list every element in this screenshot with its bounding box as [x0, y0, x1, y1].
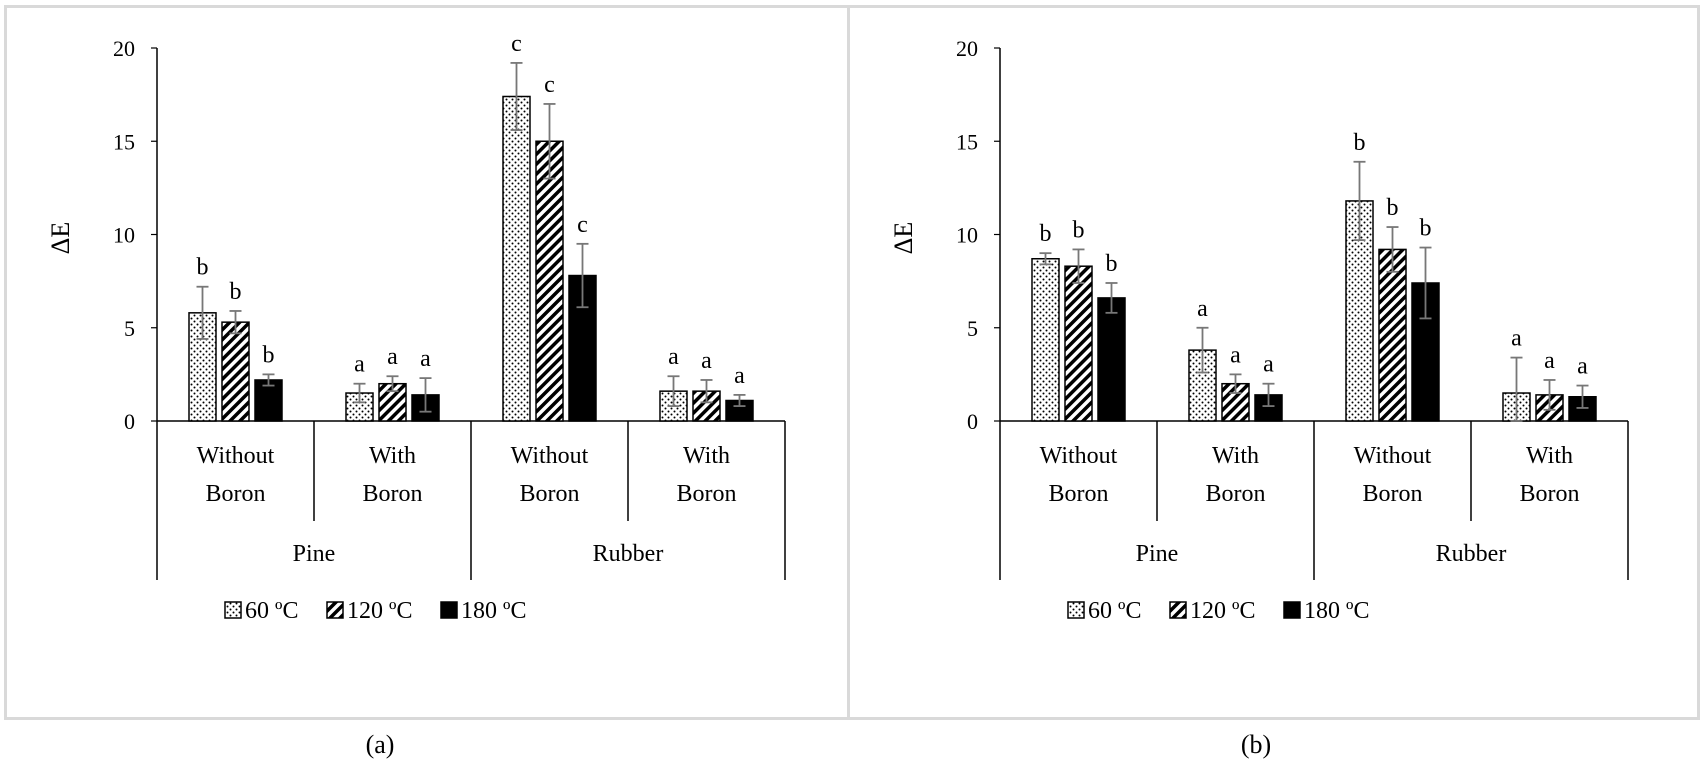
significance-label: c: [511, 31, 522, 57]
chart-b: 0 5 10 15 20 ΔE Without Boron With Boron Pine Witho…: [889, 36, 1629, 624]
legend-swatch: [1169, 601, 1187, 619]
x-category-label: With: [1212, 443, 1259, 469]
bar: [1097, 297, 1126, 422]
significance-label: a: [1197, 296, 1208, 322]
significance-label: a: [1511, 326, 1522, 352]
bar: [254, 379, 283, 422]
bar: [502, 95, 531, 422]
legend-label: 180 ºC: [1304, 598, 1369, 624]
x-category-label: Without: [511, 443, 589, 469]
legend-swatch: [440, 601, 458, 619]
significance-label: a: [701, 348, 712, 374]
y-tick-label: 5: [124, 316, 135, 341]
significance-label: a: [420, 346, 431, 372]
bar: [1378, 248, 1407, 422]
significance-label: a: [1263, 352, 1274, 378]
significance-label: c: [577, 212, 588, 238]
significance-label: b: [1040, 221, 1052, 247]
significance-label: b: [1073, 217, 1085, 243]
significance-label: b: [1420, 216, 1432, 242]
significance-label: a: [734, 363, 745, 389]
y-tick-label: 5: [967, 316, 978, 341]
x-group-label: Pine: [1136, 541, 1179, 567]
significance-label: b: [230, 279, 242, 305]
x-category-label: Boron: [363, 481, 423, 507]
significance-label: a: [1230, 342, 1241, 368]
legend-label: 60 ºC: [245, 598, 298, 624]
y-axis-label: ΔE: [889, 222, 918, 255]
x-category-label: Without: [1040, 443, 1118, 469]
bar: [1031, 257, 1060, 422]
x-category-label: Boron: [1206, 481, 1266, 507]
significance-label: a: [1577, 354, 1588, 380]
x-category-label: With: [683, 443, 730, 469]
significance-label: a: [1544, 348, 1555, 374]
legend-swatch: [1283, 601, 1301, 619]
y-tick-label: 20: [956, 36, 978, 61]
x-group-label: Rubber: [1436, 541, 1507, 567]
chart-panel-b: 0 5 10 15 20 ΔE Without Boron With Boron Pine Witho…: [847, 5, 1700, 720]
y-tick-label: 20: [113, 36, 135, 61]
x-category-label: Boron: [520, 481, 580, 507]
y-tick-label: 0: [124, 409, 135, 434]
x-category-label: Without: [197, 443, 275, 469]
legend-swatch: [1067, 601, 1085, 619]
bar: [1064, 265, 1093, 422]
x-category-label: With: [1526, 443, 1573, 469]
x-category-label: Boron: [206, 481, 266, 507]
significance-label: a: [387, 344, 398, 370]
y-tick-label: 10: [113, 223, 135, 248]
significance-label: b: [1354, 130, 1366, 156]
bar: [221, 321, 250, 422]
legend-label: 120 ºC: [1190, 598, 1255, 624]
chart-a: 0 5 10 15 20 ΔE Without Boron With Boron Pine Witho…: [46, 31, 786, 624]
x-category-label: Boron: [1049, 481, 1109, 507]
significance-label: c: [544, 72, 555, 98]
legend-swatch: [224, 601, 242, 619]
x-category-label: With: [369, 443, 416, 469]
x-group-label: Rubber: [593, 541, 664, 567]
significance-label: a: [354, 352, 365, 378]
significance-label: b: [263, 342, 275, 368]
x-category-label: Boron: [1520, 481, 1580, 507]
bar: [1254, 394, 1283, 422]
y-tick-label: 15: [956, 129, 978, 154]
y-tick-label: 15: [113, 129, 135, 154]
significance-label: a: [668, 344, 679, 370]
chart-panel-a: 0 5 10 15 20 ΔE Without Boron With Boron Pine Witho…: [4, 5, 860, 720]
legend-label: 120 ºC: [347, 598, 412, 624]
y-tick-label: 10: [956, 223, 978, 248]
x-group-label: Pine: [293, 541, 336, 567]
bar: [535, 140, 564, 422]
y-tick-label: 0: [967, 409, 978, 434]
legend-label: 60 ºC: [1088, 598, 1141, 624]
x-category-label: Boron: [677, 481, 737, 507]
significance-label: b: [1106, 251, 1118, 277]
caption-a: (a): [365, 730, 395, 759]
significance-label: b: [1387, 195, 1399, 221]
x-category-label: Without: [1354, 443, 1432, 469]
x-category-label: Boron: [1363, 481, 1423, 507]
legend-label: 180 ºC: [461, 598, 526, 624]
caption-b: (b): [1240, 730, 1272, 759]
y-axis-label: ΔE: [46, 222, 75, 255]
significance-label: b: [197, 255, 209, 281]
legend-swatch: [326, 601, 344, 619]
